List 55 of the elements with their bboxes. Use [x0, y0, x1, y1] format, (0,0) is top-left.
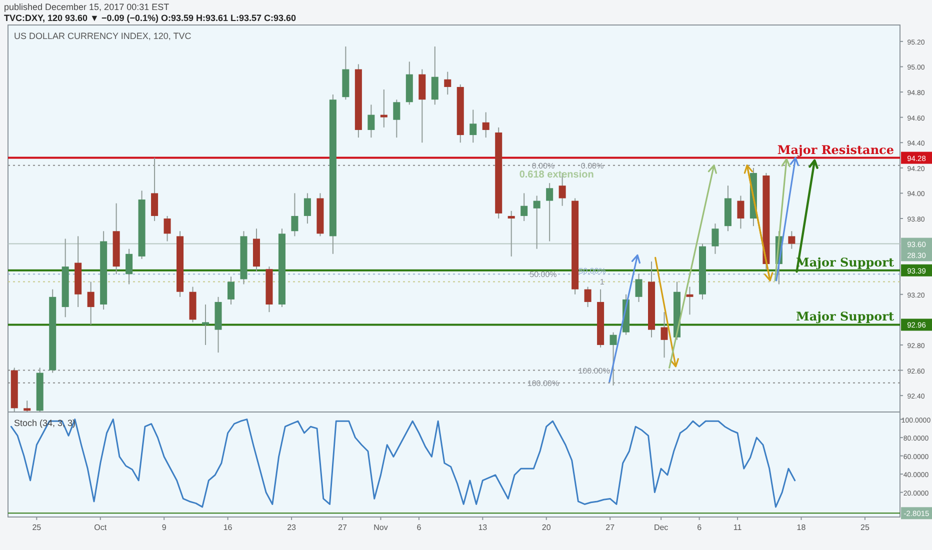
chart-title: TVC:DXY, 120 93.60 ▼ −0.09 (−0.1%) O:93.59 H:93.61 L:93.57 C:93.60: [4, 13, 296, 23]
annotation: 100.00%: [578, 366, 610, 376]
x-tick-label: 23: [287, 523, 297, 532]
x-tick-label: Nov: [374, 523, 388, 532]
x-tick-label: 20: [542, 523, 552, 532]
candlestick: [482, 112, 490, 138]
text: published December 15, 2017 00:31 EST: [4, 2, 170, 12]
candlestick: [533, 195, 540, 250]
x-tick-label: Dec: [654, 523, 668, 532]
x-tick-label: 25: [860, 523, 870, 532]
candlestick: [227, 276, 235, 305]
x-tick-label: 6: [416, 523, 422, 532]
annotation: 50.00%: [530, 270, 557, 280]
line-series: [10, 418, 796, 508]
candlestick: [546, 182, 554, 242]
x-tick-label: 11: [733, 523, 742, 532]
candlestick: [520, 192, 528, 222]
candlestick: [737, 195, 744, 230]
candlestick: [368, 104, 375, 138]
candlestick: [202, 304, 210, 346]
candlestick: [304, 192, 311, 224]
annotation: 0.00%: [532, 161, 555, 170]
annotation: 0.00%: [580, 161, 604, 170]
candlestick: [151, 157, 158, 222]
candlestick: [610, 332, 617, 386]
candlestick: [470, 109, 477, 144]
candlestick: [164, 215, 171, 242]
candlestick: [660, 312, 668, 358]
ref-line-label: Major Support: [796, 310, 894, 324]
candlestick: [291, 192, 298, 237]
candlestick: [380, 89, 388, 128]
annotation: 100.00%: [527, 378, 559, 388]
candlestick: [712, 223, 719, 254]
x-tick-label: 16: [223, 523, 233, 532]
x-tick-label: 27: [338, 523, 348, 532]
candlestick: [686, 286, 694, 316]
x-tick-label: 18: [796, 523, 806, 532]
candlestick: [508, 210, 515, 257]
x-tick-label: 6: [697, 523, 702, 532]
candlestick: [393, 99, 400, 138]
x-tick-label: 9: [162, 523, 167, 532]
candlestick: [788, 230, 796, 250]
ref-line-label: Major Resistance: [777, 142, 894, 157]
annotation: 1: [600, 278, 605, 287]
text: US DOLLAR CURRENCY INDEX, 120, TVC: [14, 31, 192, 41]
x-tick-label: 25: [32, 523, 42, 532]
x-tick-label: Oct: [94, 523, 108, 532]
candlestick: [635, 274, 642, 302]
candlestick: [584, 286, 592, 308]
x-tick-label: 27: [606, 523, 616, 532]
candlestick: [444, 71, 452, 96]
candlestick: [126, 248, 133, 285]
candlestick: [87, 281, 94, 326]
x-tick-label: 13: [478, 523, 488, 532]
candlestick: [431, 46, 438, 106]
